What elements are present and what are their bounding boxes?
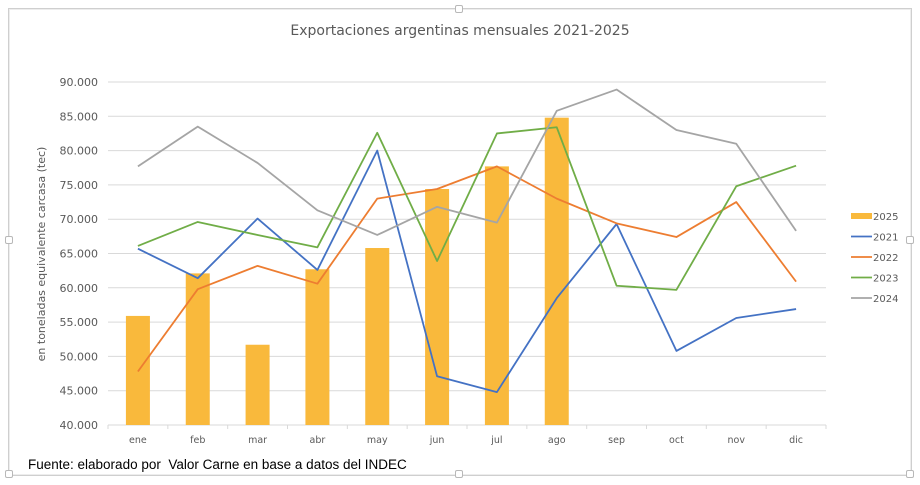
y-tick-label: 55.000: [60, 316, 99, 329]
y-axis-label: en toneladas equivalente carcasa (tec): [35, 147, 48, 362]
y-tick-label: 50.000: [60, 350, 99, 363]
bar-2025: [185, 273, 210, 425]
y-tick-label: 75.000: [60, 179, 99, 192]
x-tick-label: abr: [310, 435, 326, 446]
bar-2025: [305, 269, 330, 425]
source-note: Fuente: elaborado por Valor Carne en bas…: [28, 457, 407, 472]
y-tick-label: 60.000: [60, 282, 99, 295]
line-2024: [137, 88, 797, 236]
y-tick-label: 85.000: [60, 110, 99, 123]
x-tick-label: feb: [190, 435, 205, 446]
legend-label-2023: 2023: [873, 274, 898, 285]
bar-2025: [365, 248, 390, 425]
y-tick-label: 45.000: [60, 385, 99, 398]
y-tick-label: 80.000: [60, 145, 99, 158]
line-2021: [137, 149, 797, 393]
bar-2025: [544, 117, 569, 425]
resize-handle-top[interactable]: [455, 5, 463, 13]
chart-title: Exportaciones argentinas mensuales 2021-…: [290, 23, 629, 39]
resize-handle-bottom-left[interactable]: [5, 470, 13, 478]
legend-label-2021: 2021: [873, 233, 898, 244]
x-tick-label: nov: [728, 435, 746, 446]
resize-handle-bottom[interactable]: [455, 470, 463, 478]
x-tick-label: jul: [490, 435, 502, 446]
x-tick-label: ene: [129, 435, 147, 446]
resize-handle-left[interactable]: [5, 236, 13, 244]
legend-label-2024: 2024: [873, 294, 898, 305]
bar-2025: [245, 344, 270, 425]
legend-label-2025: 2025: [873, 212, 898, 223]
line-2023: [137, 126, 797, 291]
y-tick-label: 65.000: [60, 248, 99, 261]
x-tick-label: jun: [429, 435, 445, 446]
x-tick-label: sep: [608, 435, 625, 446]
legend-label-2022: 2022: [873, 253, 898, 264]
y-tick-label: 90.000: [60, 76, 99, 89]
resize-handle-bottom-right[interactable]: [906, 470, 914, 478]
y-tick-label: 40.000: [60, 419, 99, 432]
line-2022: [137, 165, 797, 373]
y-tick-label: 70.000: [60, 213, 99, 226]
x-tick-label: oct: [669, 435, 684, 446]
x-tick-label: may: [367, 435, 388, 446]
resize-handle-right[interactable]: [906, 236, 914, 244]
legend-swatch-2025: [851, 213, 872, 219]
x-tick-label: mar: [248, 435, 267, 446]
x-tick-label: dic: [789, 435, 803, 446]
x-tick-label: ago: [548, 435, 566, 446]
bar-2025: [425, 189, 450, 425]
